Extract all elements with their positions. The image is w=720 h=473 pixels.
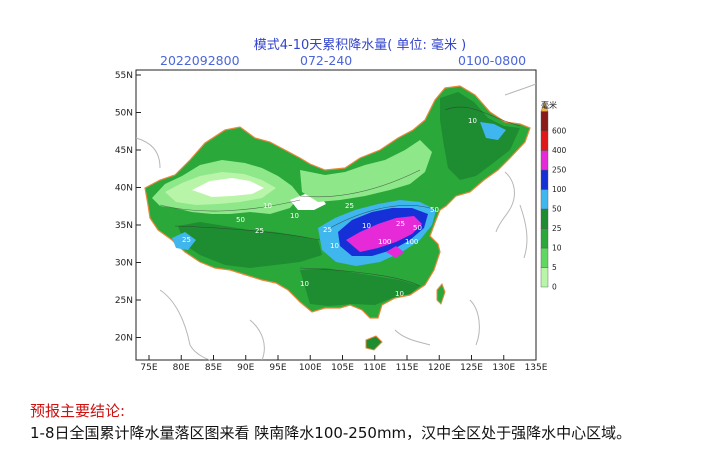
lat-label: 35N [115, 221, 133, 231]
contour-label: 10 [395, 290, 404, 298]
legend-swatch [540, 228, 549, 249]
lon-label: 100E [299, 363, 322, 373]
lat-label: 20N [115, 334, 133, 344]
legend-label: 10 [552, 244, 562, 253]
legend-label: 600 [552, 127, 567, 136]
legend-label: 5 [552, 263, 557, 272]
lon-label: 90E [237, 363, 254, 373]
precip-region-hainan [365, 335, 383, 351]
legend-swatch [540, 169, 549, 190]
contour-label: 25 [323, 226, 332, 234]
contour-label: 10 [263, 202, 272, 210]
lon-label: 95E [269, 363, 286, 373]
lon-label: 75E [140, 363, 157, 373]
color-legend: 0 5 10 25 50 100 250 400 600 [540, 100, 567, 292]
contour-label: 25 [396, 220, 405, 228]
lon-label: 130E [492, 363, 515, 373]
legend-swatch [540, 247, 549, 268]
precip-region-tibet [178, 222, 322, 268]
lon-label: 110E [363, 363, 386, 373]
contour-label: 50 [430, 206, 439, 214]
contour-label: 100 [378, 238, 391, 246]
precip-region-dry [192, 178, 264, 197]
lon-label: 105E [331, 363, 354, 373]
lon-axis: 75E 80E 85E 90E 95E 100E 105E 110E 115E 120E 125E 1… [140, 355, 548, 373]
legend-label: 400 [552, 146, 567, 155]
contour-label: 10 [222, 184, 231, 192]
legend-top-arrow [540, 100, 549, 112]
chart-title: 模式4-10天累积降水量( 单位: 毫米 ) [253, 38, 467, 53]
conclusion-text: 1-8日全国累计降水量落区图来看 陕南降水100-250mm，汉中全区处于强降水… [30, 424, 632, 442]
contour-label: 50 [413, 224, 422, 232]
legend-swatch [540, 150, 549, 171]
lat-label: 55N [115, 71, 133, 81]
init-time-label: 2022092800 [160, 53, 240, 68]
legend-swatch [540, 208, 549, 229]
legend-swatch [540, 189, 549, 210]
legend-label: 0 [552, 283, 557, 292]
contour-label: 10 [468, 117, 477, 125]
lat-axis: 55N 50N 45N 40N 35N 30N 25N 20N [115, 71, 141, 344]
legend-swatch [540, 111, 549, 132]
contour-label: 10 [330, 242, 339, 250]
lat-label: 50N [115, 109, 133, 119]
legend-swatch [540, 130, 549, 151]
legend-unit: 毫米 [541, 101, 557, 110]
precip-region-100-b [386, 246, 404, 258]
contour-lines [159, 106, 521, 287]
precip-region-100 [346, 216, 422, 252]
precip-region-light-n [300, 140, 432, 202]
contour-label: 25 [255, 227, 264, 235]
contour-labels: 10 25 50 100 10 25 10 50 100 25 10 10 25 50 10 25 10 10 [182, 117, 477, 298]
contour-label: 25 [345, 202, 354, 210]
contour-label: 50 [236, 216, 245, 224]
lat-label: 25N [115, 296, 133, 306]
contour-label: 25 [182, 236, 191, 244]
lon-label: 125E [460, 363, 483, 373]
legend-label: 25 [552, 224, 562, 233]
contour-label: 10 [290, 212, 299, 220]
legend-label: 250 [552, 166, 567, 175]
lon-label: 85E [205, 363, 222, 373]
precip-region-ne [440, 92, 520, 180]
contour-label: 100 [405, 238, 418, 246]
legend-swatch [540, 267, 549, 288]
legend-label: 50 [552, 205, 562, 214]
precip-fill [144, 85, 531, 351]
precip-region-tibet-blue [172, 232, 196, 250]
lon-label: 80E [173, 363, 190, 373]
valid-time-label: 0100-0800 [458, 53, 527, 68]
forecast-range-label: 072-240 [300, 53, 353, 68]
lat-label: 45N [115, 146, 133, 156]
precip-region-ne-blue [480, 122, 506, 140]
neighbor-coastlines [135, 83, 537, 361]
lon-label: 115E [396, 363, 419, 373]
precip-region-taiwan [436, 283, 446, 305]
lat-label: 30N [115, 259, 133, 269]
lon-label: 120E [428, 363, 451, 373]
lat-label: 40N [115, 184, 133, 194]
legend-label: 100 [552, 185, 567, 194]
lon-label: 135E [525, 363, 548, 373]
precip-region-south [300, 268, 420, 306]
contour-label: 10 [362, 222, 371, 230]
conclusion-heading: 预报主要结论: [30, 402, 126, 420]
contour-label: 10 [300, 280, 309, 288]
